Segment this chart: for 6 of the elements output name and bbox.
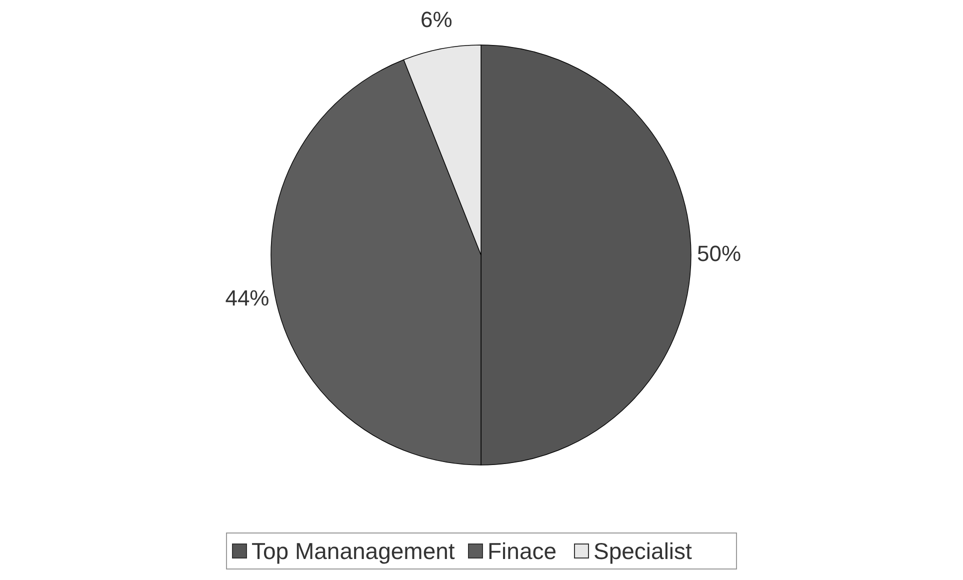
legend-label: Finace — [488, 538, 557, 564]
legend-label: Top Mananagement — [252, 538, 456, 564]
legend-label: Specialist — [594, 538, 693, 564]
data-label: 44% — [225, 285, 270, 310]
data-label: 6% — [420, 7, 452, 32]
data-label: 50% — [696, 240, 742, 266]
